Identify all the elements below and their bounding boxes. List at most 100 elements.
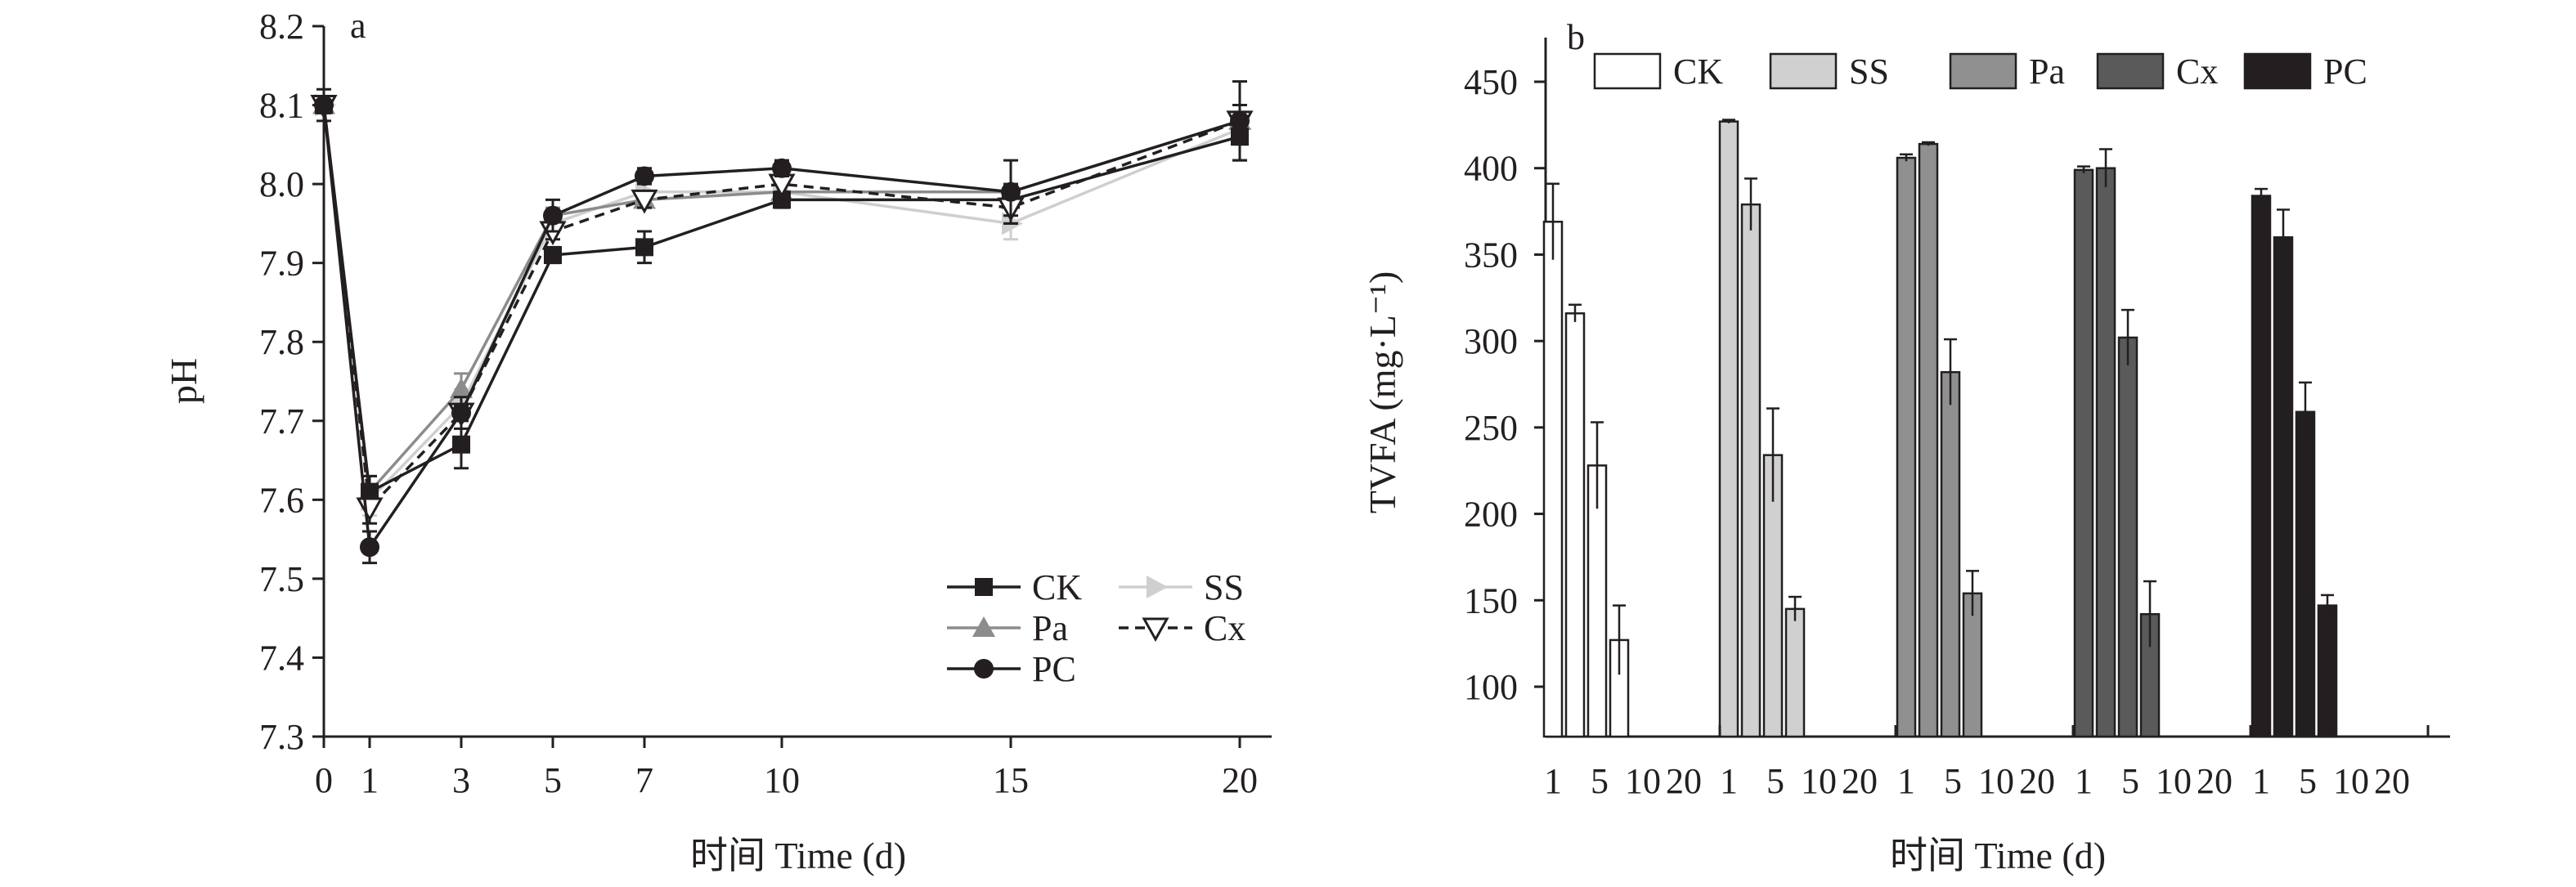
- legend-label: SS: [1204, 567, 1244, 607]
- x-tick-label: 5: [1591, 761, 1609, 801]
- legend-label: SS: [1849, 52, 1889, 92]
- legend-marker: [972, 616, 995, 637]
- x-tick-label: 5: [544, 760, 562, 800]
- x-tick-label: 1: [1720, 761, 1738, 801]
- x-tick-label: 1: [2252, 761, 2270, 801]
- data-point: [544, 246, 562, 265]
- data-point: [451, 403, 471, 423]
- y-tick-label: 7.5: [259, 559, 304, 599]
- bar-group-cx: [2073, 148, 2161, 738]
- panel-b-x-axis-label: 时间 Time (d): [1890, 835, 2106, 876]
- data-point: [635, 238, 653, 257]
- x-tick-label: 5: [1766, 761, 1784, 801]
- legend-swatch: [2243, 52, 2312, 90]
- x-tick-label: 10: [764, 760, 800, 800]
- x-tick-label: 10: [1801, 761, 1837, 801]
- x-tick-label: 1: [1544, 761, 1562, 801]
- data-point: [631, 189, 658, 214]
- y-tick-label: 7.6: [259, 480, 304, 520]
- panel-a-line-chart: a 7.3 7.4 7.5 7.6 7.7 7.8 7.9 8.0 8.1 8.2 0 1 3 5 7 10…: [163, 6, 1272, 876]
- legend-item-cx: Cx: [2096, 52, 2218, 92]
- x-tick-label: 20: [1842, 761, 1878, 801]
- legend-item-pc: PC: [2243, 52, 2367, 92]
- x-tick-label: 0: [315, 760, 333, 800]
- legend-label: PC: [2323, 52, 2367, 92]
- legend-label: Cx: [1204, 608, 1245, 648]
- legend-swatch: [1769, 52, 1838, 90]
- y-tick-label: 7.3: [259, 717, 304, 757]
- data-point: [1230, 110, 1250, 131]
- panel-b-label: b: [1567, 17, 1585, 57]
- y-tick-label: 8.0: [259, 164, 304, 204]
- bar: [2317, 604, 2338, 738]
- legend-item-cx: Cx: [1119, 608, 1245, 648]
- bar: [1542, 221, 1564, 738]
- y-tick-label: 7.9: [259, 244, 304, 284]
- bar-group-pa: [1896, 141, 1983, 738]
- series-line: [322, 105, 1241, 552]
- x-tick-label: 10: [2156, 761, 2192, 801]
- bar: [1940, 370, 1961, 738]
- data-point: [450, 378, 473, 399]
- legend-marker: [974, 659, 994, 679]
- panel-a-legend: CK SS Pa Cx PC: [947, 567, 1245, 689]
- x-tick-label: 1: [1897, 761, 1915, 801]
- y-tick-label: 8.2: [259, 7, 304, 47]
- panel-b-legend: CK SS Pa Cx PC: [1593, 52, 2367, 92]
- data-point: [360, 537, 379, 558]
- x-tick-label: 7: [635, 760, 653, 800]
- series-ck: [315, 96, 1249, 509]
- bar: [1896, 156, 1917, 738]
- legend-item-ss: SS: [1769, 52, 1889, 92]
- legend-swatch: [2096, 52, 2165, 90]
- legend-item-ss: SS: [1119, 567, 1244, 607]
- panel-b-y-axis-label: TVFA (mg·L⁻¹): [1362, 271, 1403, 514]
- x-tick-label: 15: [993, 760, 1029, 800]
- series-pc: [314, 80, 1250, 565]
- data-point: [1001, 181, 1021, 202]
- data-point: [772, 158, 792, 178]
- x-tick-label: 5: [1944, 761, 1962, 801]
- bar: [2295, 410, 2316, 738]
- x-tick-label: 5: [2299, 761, 2317, 801]
- legend-marker: [975, 578, 993, 596]
- data-point: [452, 435, 470, 454]
- panel-a-y-axis-label: pH: [163, 358, 204, 404]
- y-tick-label: 350: [1464, 235, 1518, 275]
- bar: [1740, 203, 1761, 738]
- x-tick-label: 10: [1625, 761, 1661, 801]
- y-tick-label: 100: [1464, 667, 1518, 707]
- panel-a-label: a: [350, 6, 366, 46]
- x-tick-label: 1: [2075, 761, 2093, 801]
- x-tick-label: 10: [2333, 761, 2369, 801]
- data-point: [635, 166, 654, 186]
- bar: [1564, 312, 1586, 738]
- bar-group-ck: [1542, 182, 1630, 738]
- x-tick-label: 20: [1222, 760, 1258, 800]
- bar: [2117, 336, 2138, 738]
- panel-a-series: [310, 80, 1254, 565]
- legend-swatch: [1593, 52, 1662, 90]
- y-tick-label: 150: [1464, 580, 1518, 620]
- bar: [1918, 142, 1939, 738]
- legend-label: CK: [1673, 52, 1723, 92]
- x-tick-label: 5: [2121, 761, 2139, 801]
- legend-item-pa: Pa: [947, 608, 1068, 648]
- legend-label: Cx: [2176, 52, 2218, 92]
- data-point: [773, 190, 791, 209]
- bar-group-ss: [1718, 119, 1806, 738]
- x-tick-label: 20: [1666, 761, 1702, 801]
- legend-item-pa: Pa: [1949, 52, 2065, 92]
- bar: [2073, 168, 2094, 738]
- legend-label: Pa: [2029, 52, 2065, 92]
- bar: [2273, 236, 2294, 738]
- legend-swatch: [1949, 52, 2017, 90]
- legend-label: PC: [1032, 649, 1076, 689]
- x-tick-label: 3: [452, 760, 470, 800]
- legend-item-ck: CK: [947, 567, 1082, 607]
- bar: [1784, 607, 1806, 738]
- y-tick-label: 8.1: [259, 86, 304, 126]
- panel-b-bars: [1542, 119, 2338, 738]
